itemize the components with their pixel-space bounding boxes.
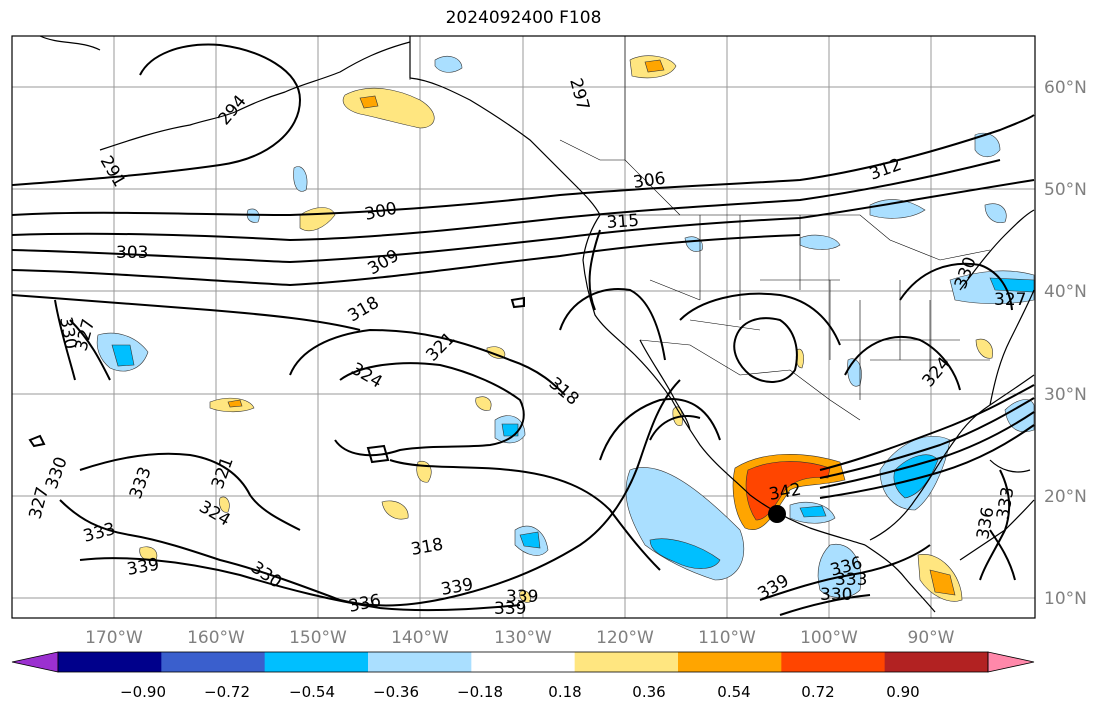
colorbar-tick-label: −0.18 [457,683,503,701]
colorbar-tick-label: 0.18 [548,683,581,701]
colorbar-tick-label: −0.36 [373,683,419,701]
lat-tick-label: 50°N [1044,180,1087,200]
coast-central-america [864,544,936,613]
colorbar-segment [264,652,369,672]
colorbar-tick-label: −0.72 [204,683,250,701]
lat-tick-label: 30°N [1044,385,1087,405]
colorbar-segment [58,652,162,672]
lon-tick-label: 130°W [494,628,552,648]
colorbar-segment [884,652,989,672]
colorbar-extend-high [987,651,1035,673]
contour-label: 306 [632,169,667,193]
contour-label: 330 [820,585,852,605]
lon-tick-label: 100°W [800,628,858,648]
contour-label: 303 [116,243,148,263]
colorbar-segment [678,652,782,672]
coast-east-na [959,209,1035,406]
colorbar-segment [574,652,679,672]
lat-tick-label: 40°N [1044,282,1087,302]
colorbar-segment [161,652,266,672]
contour-label: 339 [494,599,526,619]
axis-labels: 170°W 160°W 150°W 140°W 130°W 120°W 110°… [85,78,1087,648]
contour-label: 333 [835,570,867,590]
colorbar-segment [368,652,472,672]
contour-label: 327 [994,290,1026,310]
chart-title: 2024092400 F108 [445,8,602,28]
map-panel: 291 294 297 300 303 306 309 312 315 318 … [11,35,1036,619]
shaded-fields [96,55,1035,603]
colorbar-tick-label: 0.90 [886,683,919,701]
lon-tick-label: 110°W [698,628,756,648]
location-marker [768,505,786,523]
colorbar-tick-label: 0.54 [717,683,750,701]
lat-tick-label: 20°N [1044,487,1087,507]
cool-patch-pacific [625,467,745,581]
coast-west-na [582,214,866,546]
colorbar-tick-label: 0.36 [632,683,665,701]
colorbar-tick-labels: −0.90 −0.72 −0.54 −0.36 −0.18 0.18 0.36 … [120,683,920,701]
colorbar-frame [57,651,989,673]
lon-tick-label: 150°W [289,628,347,648]
lat-tick-label: 10°N [1044,589,1087,609]
lat-tick-label: 60°N [1044,78,1087,98]
contours [11,43,1035,616]
borders [409,36,991,421]
lon-tick-label: 160°W [187,628,245,648]
lon-tick-label: 170°W [85,628,143,648]
lon-tick-label: 90°W [908,628,955,648]
colorbar-tick-label: −0.54 [289,683,335,701]
colorbar-tick-label: −0.90 [120,683,166,701]
colorbar-segment [781,652,886,672]
coast-alaska-aleutians [39,35,411,151]
lon-tick-label: 140°W [391,628,449,648]
lon-tick-label: 120°W [596,628,654,648]
colorbar-tick-label: 0.72 [801,683,834,701]
colorbar-extend-low [11,651,59,673]
coast-alaska-south [409,36,601,216]
contour-label: 315 [606,211,640,233]
colorbar [11,651,1035,673]
red-patch-mexico [745,461,831,521]
map-frame [11,35,1036,619]
colorbar-segment [471,652,576,672]
contour-label: 339 [506,587,538,607]
